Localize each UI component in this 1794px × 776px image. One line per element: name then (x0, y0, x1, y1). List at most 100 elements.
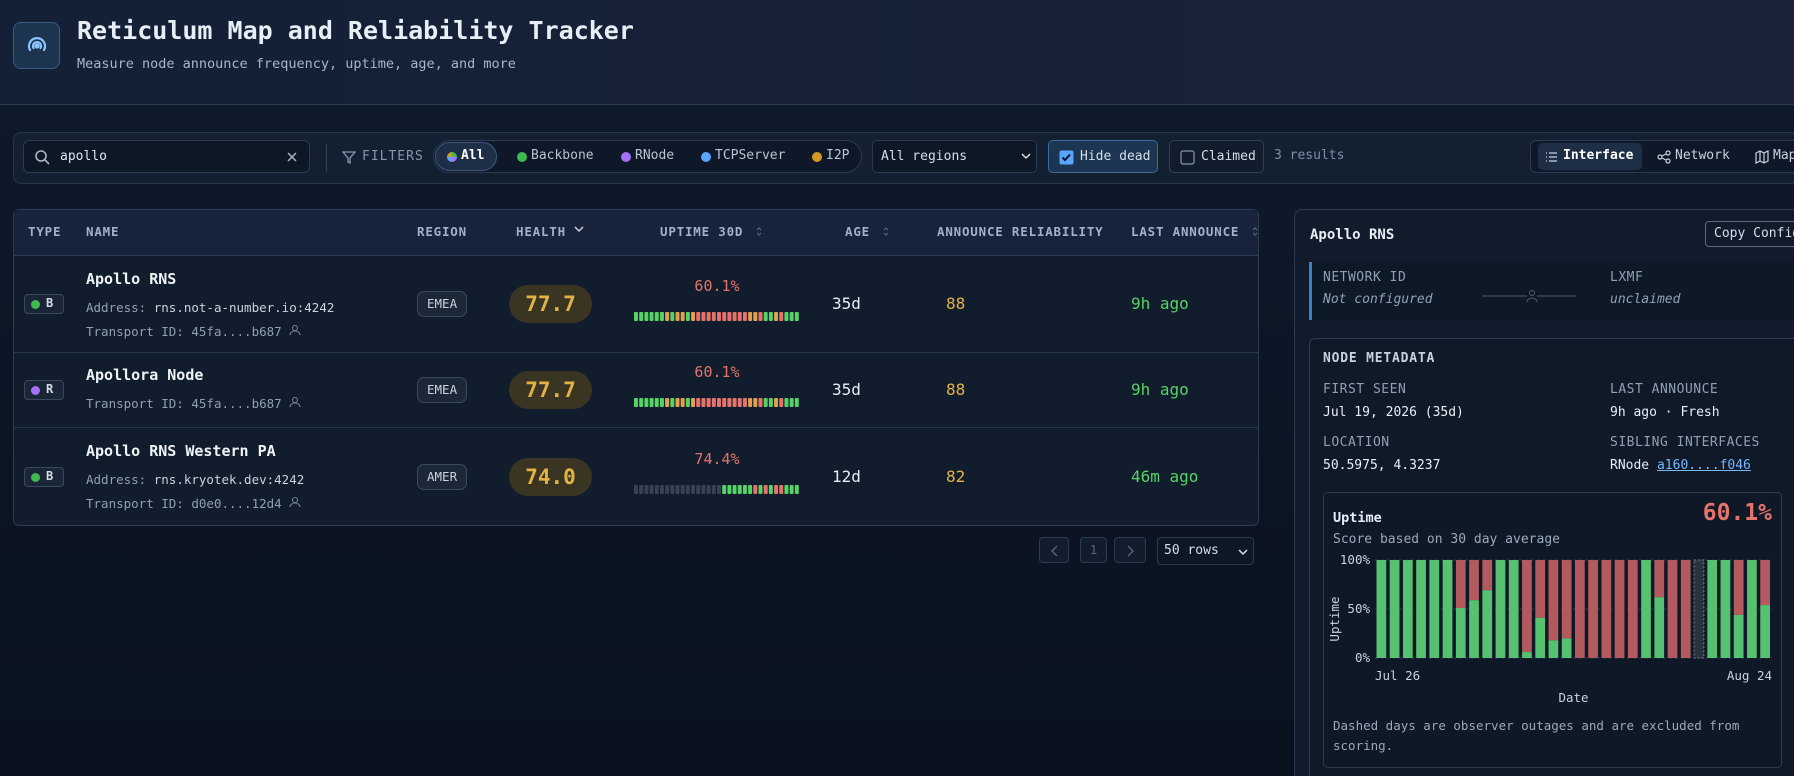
uptime-day (784, 398, 789, 407)
uptime-value: 60.1% (694, 363, 740, 381)
filter-chip[interactable]: RNode (635, 148, 675, 163)
toggle-claimed[interactable]: Claimed (1169, 140, 1264, 173)
column-header[interactable]: HEALTH (516, 224, 592, 239)
type-badge: B (24, 294, 64, 314)
next-page[interactable] (1114, 537, 1146, 563)
bar-remainder (1469, 560, 1479, 601)
lxmf-value: unclaimed (1610, 292, 1681, 307)
copy-button[interactable]: Copy Config (1705, 221, 1794, 247)
rows-select[interactable]: 50 rows (1157, 537, 1254, 565)
column-header: TYPE (28, 224, 62, 239)
uptime-day (644, 312, 649, 321)
type-badge: R (24, 380, 64, 400)
column-header[interactable]: AGE (845, 224, 896, 239)
uptime-day (680, 312, 685, 321)
uptime-day (685, 398, 690, 407)
uptime-day (670, 398, 675, 407)
sort-icon[interactable] (878, 226, 896, 236)
node-name[interactable]: Apollo RNS (86, 270, 177, 288)
uptime-day (774, 398, 779, 407)
node-name[interactable]: Apollora Node (86, 366, 204, 384)
bar (1548, 640, 1559, 658)
column-header[interactable]: UPTIME 30D (660, 224, 769, 239)
toggle-hide_dead[interactable]: Hide dead (1048, 140, 1158, 173)
uptime-day (763, 398, 768, 407)
rows-value: 50 rows (1164, 543, 1219, 558)
y-axis-label: Uptime (1327, 596, 1342, 641)
bar-remainder (1588, 560, 1598, 658)
header (0, 0, 1794, 105)
type-badge: B (24, 466, 64, 487)
chart-note: Dashed days are observer outages and are… (1333, 718, 1740, 753)
bar-remainder (1548, 560, 1559, 641)
bar (1522, 652, 1532, 658)
uptime-day (665, 398, 670, 407)
uptime-day (737, 398, 742, 407)
page-number[interactable]: 1 (1089, 542, 1098, 557)
filter-chip[interactable]: Backbone (531, 148, 594, 163)
search-box[interactable]: apollo (23, 140, 310, 173)
filter-chip[interactable]: TCPServer (715, 148, 786, 163)
column-header[interactable]: LAST ANNOUNCE (1131, 224, 1265, 239)
bar-remainder (1455, 560, 1466, 609)
type-letter: R (46, 382, 54, 396)
view-tab[interactable]: Interface (1563, 148, 1634, 163)
bar (1429, 560, 1440, 658)
chip-active[interactable] (435, 142, 497, 171)
network-id-label: NETWORK ID (1323, 270, 1407, 285)
uptime-day (717, 398, 721, 407)
chip-dot (621, 152, 631, 162)
uptime-strip (634, 484, 799, 494)
divider (326, 144, 327, 172)
uptime-day-missing (696, 484, 701, 494)
sort-icon[interactable] (1247, 226, 1265, 236)
bar-remainder (1667, 560, 1678, 658)
uptime-value: 74.4% (694, 449, 740, 468)
view-tab[interactable]: Map (1773, 148, 1794, 163)
filter-chip[interactable]: I2P (826, 148, 850, 163)
table-header (14, 210, 1258, 256)
outage-bar (1693, 559, 1705, 659)
bar-remainder (1482, 560, 1493, 591)
node-address: Address: rns.kryotek.dev:4242 (86, 472, 304, 487)
meta-label: LAST ANNOUNCE (1610, 382, 1719, 397)
node-name[interactable]: Apollo RNS Western PA (86, 442, 276, 460)
reliability: 82 (946, 466, 966, 486)
uptime-day (732, 398, 737, 407)
bar (1442, 560, 1453, 658)
health-badge: 74.0 (509, 457, 592, 496)
uptime-day (722, 484, 727, 494)
meta-value: RNode a160....f046 (1610, 458, 1751, 473)
sort-icon[interactable] (751, 226, 769, 236)
uptime-day (742, 312, 747, 321)
meta-label: LOCATION (1323, 435, 1390, 450)
uptime-day (706, 312, 711, 321)
sort-icon[interactable] (574, 226, 592, 236)
search-input[interactable]: apollo (60, 149, 107, 164)
uptime-day (779, 398, 784, 407)
uptime-day (748, 312, 753, 321)
uptime-day (789, 398, 794, 407)
uptime-day-missing (706, 484, 711, 494)
bar (1720, 560, 1731, 658)
region-select[interactable]: All regions (872, 140, 1037, 173)
column-header: ANNOUNCE RELIABILITY (937, 224, 1104, 239)
health-badge: 77.7 (509, 285, 592, 323)
filter-chip[interactable]: All (461, 148, 485, 163)
app-subtitle: Measure node announce frequency, uptime,… (77, 56, 516, 72)
node-transport_id: Transport ID: 45fa....b687 (86, 396, 304, 411)
page-button[interactable]: 1 (1080, 537, 1107, 563)
uptime-day (732, 484, 737, 494)
view-tab[interactable]: Network (1675, 148, 1730, 163)
uptime-day-missing (691, 484, 696, 494)
last-announce: 9h ago (1131, 380, 1189, 399)
meta-value: 50.5975, 4.3237 (1323, 458, 1441, 473)
checkbox (1059, 150, 1074, 165)
field-label: Address: (86, 472, 147, 487)
prev-page[interactable] (1039, 537, 1069, 563)
uptime-day (727, 312, 732, 321)
x-axis-label: Date (1558, 690, 1588, 705)
bar (1482, 590, 1493, 658)
table (13, 209, 1259, 526)
sibling-link[interactable]: a160....f046 (1656, 458, 1751, 473)
